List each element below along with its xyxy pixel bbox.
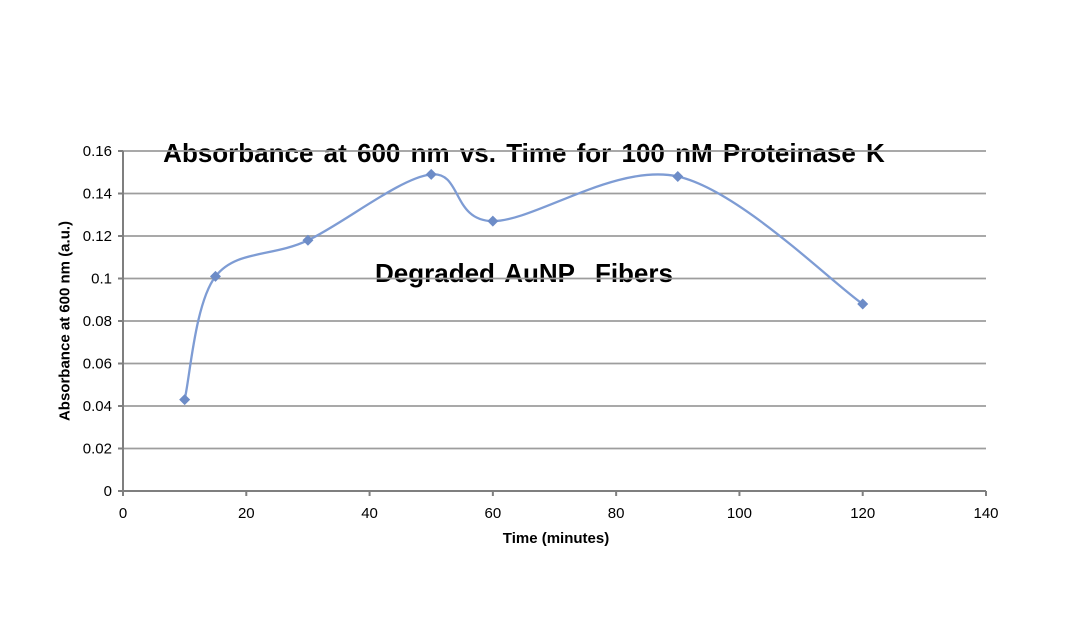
data-point-marker bbox=[209, 270, 221, 282]
x-tick-label: 120 bbox=[850, 505, 875, 522]
y-axis-title: Absorbance at 600 nm (a.u.) bbox=[56, 220, 74, 422]
x-tick-label: 40 bbox=[361, 505, 378, 522]
y-tick-label: 0.12 bbox=[83, 228, 112, 245]
data-point-marker bbox=[425, 168, 437, 180]
data-point-marker bbox=[487, 215, 499, 227]
chart-title: Absorbance at 600 nm vs. Time for 100 nM… bbox=[0, 53, 1062, 373]
y-tick-label: 0.16 bbox=[83, 143, 112, 160]
x-tick-label: 0 bbox=[119, 505, 127, 522]
data-point-marker bbox=[179, 394, 191, 406]
chart-title-line1: Absorbance at 600 nm vs. Time for 100 nM… bbox=[163, 138, 885, 168]
data-point-marker bbox=[302, 234, 314, 246]
y-tick-label: 0 bbox=[104, 483, 112, 500]
data-point-marker bbox=[672, 171, 684, 182]
y-tick-label: 0.04 bbox=[83, 398, 112, 415]
y-tick-label: 0.06 bbox=[83, 356, 112, 373]
x-axis-title: Time (minutes) bbox=[502, 530, 610, 547]
x-tick-label: 20 bbox=[238, 505, 255, 522]
series-line bbox=[183, 173, 864, 401]
y-tick-label: 0.14 bbox=[83, 186, 112, 203]
x-tick-label: 60 bbox=[485, 505, 502, 522]
x-tick-label: 140 bbox=[973, 505, 998, 522]
chart-title-line2: Degraded AuNP Fibers bbox=[375, 258, 673, 288]
data-point-marker bbox=[857, 298, 869, 310]
x-tick-label: 80 bbox=[608, 505, 625, 522]
y-tick-label: 0.08 bbox=[83, 313, 112, 330]
y-tick-label: 0.02 bbox=[83, 441, 112, 458]
y-tick-label: 0.1 bbox=[91, 271, 112, 288]
x-tick-label: 100 bbox=[727, 505, 752, 522]
